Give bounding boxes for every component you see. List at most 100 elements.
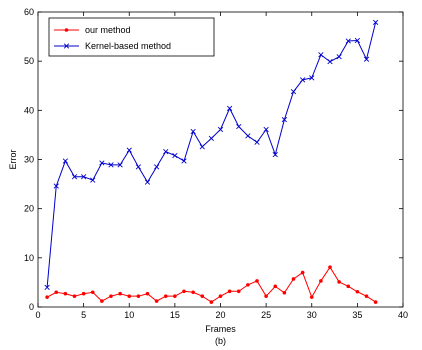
plot-area (37, 11, 404, 308)
data-point (45, 295, 49, 299)
data-point (346, 284, 351, 289)
data-point (263, 126, 269, 133)
data-point (336, 54, 342, 60)
data-point (309, 75, 315, 81)
data-point (126, 147, 132, 153)
data-point (291, 277, 296, 281)
data-point (373, 300, 378, 304)
y-tick-label: 40 (24, 105, 34, 115)
data-point (100, 299, 104, 303)
data-point (44, 284, 50, 290)
data-point (217, 126, 224, 133)
x-tick-label: 15 (170, 310, 180, 320)
data-point (236, 123, 242, 130)
data-point (300, 77, 306, 83)
data-point (246, 283, 250, 287)
x-tick-label: 5 (81, 310, 86, 320)
data-point (208, 135, 214, 141)
data-point (290, 89, 297, 95)
data-point (163, 294, 168, 298)
data-point (135, 164, 141, 170)
data-point (199, 144, 205, 150)
legend-x-marker (63, 43, 70, 49)
data-point (127, 294, 132, 298)
data-point (363, 56, 370, 62)
data-point (354, 37, 360, 44)
data-point (328, 265, 332, 269)
series-our-method (45, 265, 378, 304)
data-point (72, 294, 77, 298)
x-axis: 0 5 10 15 20 25 30 35 40 (35, 12, 408, 320)
x-tick-label: 25 (261, 310, 271, 320)
data-point (182, 289, 186, 294)
data-point (136, 294, 141, 298)
x-tick-label: 20 (215, 310, 225, 320)
data-point (81, 174, 87, 180)
data-point (63, 291, 68, 296)
data-point (300, 270, 305, 275)
data-point (309, 295, 314, 299)
data-point (254, 139, 260, 145)
x-tick-label: 10 (124, 310, 134, 320)
data-point (345, 38, 351, 44)
legend-entry-our-method: our method (54, 25, 131, 35)
data-point (145, 291, 150, 296)
data-point (355, 289, 360, 294)
data-point (154, 164, 160, 170)
figure-caption: (b) (215, 336, 226, 346)
data-point (273, 284, 278, 289)
data-point (118, 291, 122, 296)
series-kernel-based-method (44, 19, 379, 290)
data-point (144, 179, 151, 185)
data-point (373, 19, 379, 25)
data-point (108, 162, 114, 168)
data-point (264, 294, 268, 298)
data-point (272, 151, 278, 158)
data-point (81, 291, 86, 296)
data-point (227, 105, 233, 111)
data-point (209, 300, 214, 304)
data-point (282, 290, 287, 295)
y-axis-label: Error (8, 149, 18, 169)
data-point (227, 289, 232, 294)
data-point (319, 279, 323, 283)
data-point (53, 183, 59, 189)
y-tick-label: 0 (29, 302, 34, 312)
data-point (255, 279, 259, 283)
y-tick-label: 10 (24, 253, 34, 263)
data-point (90, 290, 95, 295)
data-point (245, 133, 251, 139)
data-point (90, 177, 96, 183)
data-point (318, 52, 324, 58)
data-point (281, 117, 287, 123)
data-point (181, 158, 187, 164)
data-point (173, 294, 177, 298)
x-tick-label: 35 (352, 310, 362, 320)
x-tick-label: 30 (307, 310, 317, 320)
data-point (154, 299, 159, 303)
legend-marker-kernel-based-method (63, 43, 70, 49)
data-point (190, 128, 196, 135)
x-tick-label: 0 (35, 310, 40, 320)
data-point (191, 290, 195, 295)
data-point (337, 280, 341, 284)
data-point (54, 290, 59, 295)
legend-box (48, 17, 215, 57)
data-point (200, 294, 205, 298)
data-point (172, 152, 178, 159)
legend-label-kernel-based-method: Kernel-based method (85, 41, 171, 51)
data-point (327, 59, 333, 65)
data-point (163, 149, 169, 155)
y-tick-label: 20 (24, 204, 34, 214)
legend-marker-our-method (64, 28, 69, 32)
y-tick-label: 30 (24, 155, 34, 165)
x-tick-label: 40 (398, 310, 408, 320)
y-tick-label: 50 (24, 56, 34, 66)
data-point (62, 158, 68, 164)
data-point (236, 289, 241, 294)
data-point (364, 294, 369, 298)
legend-entry-kernel-based-method: Kernel-based method (54, 41, 171, 51)
data-point (71, 174, 78, 180)
data-point (218, 294, 223, 298)
